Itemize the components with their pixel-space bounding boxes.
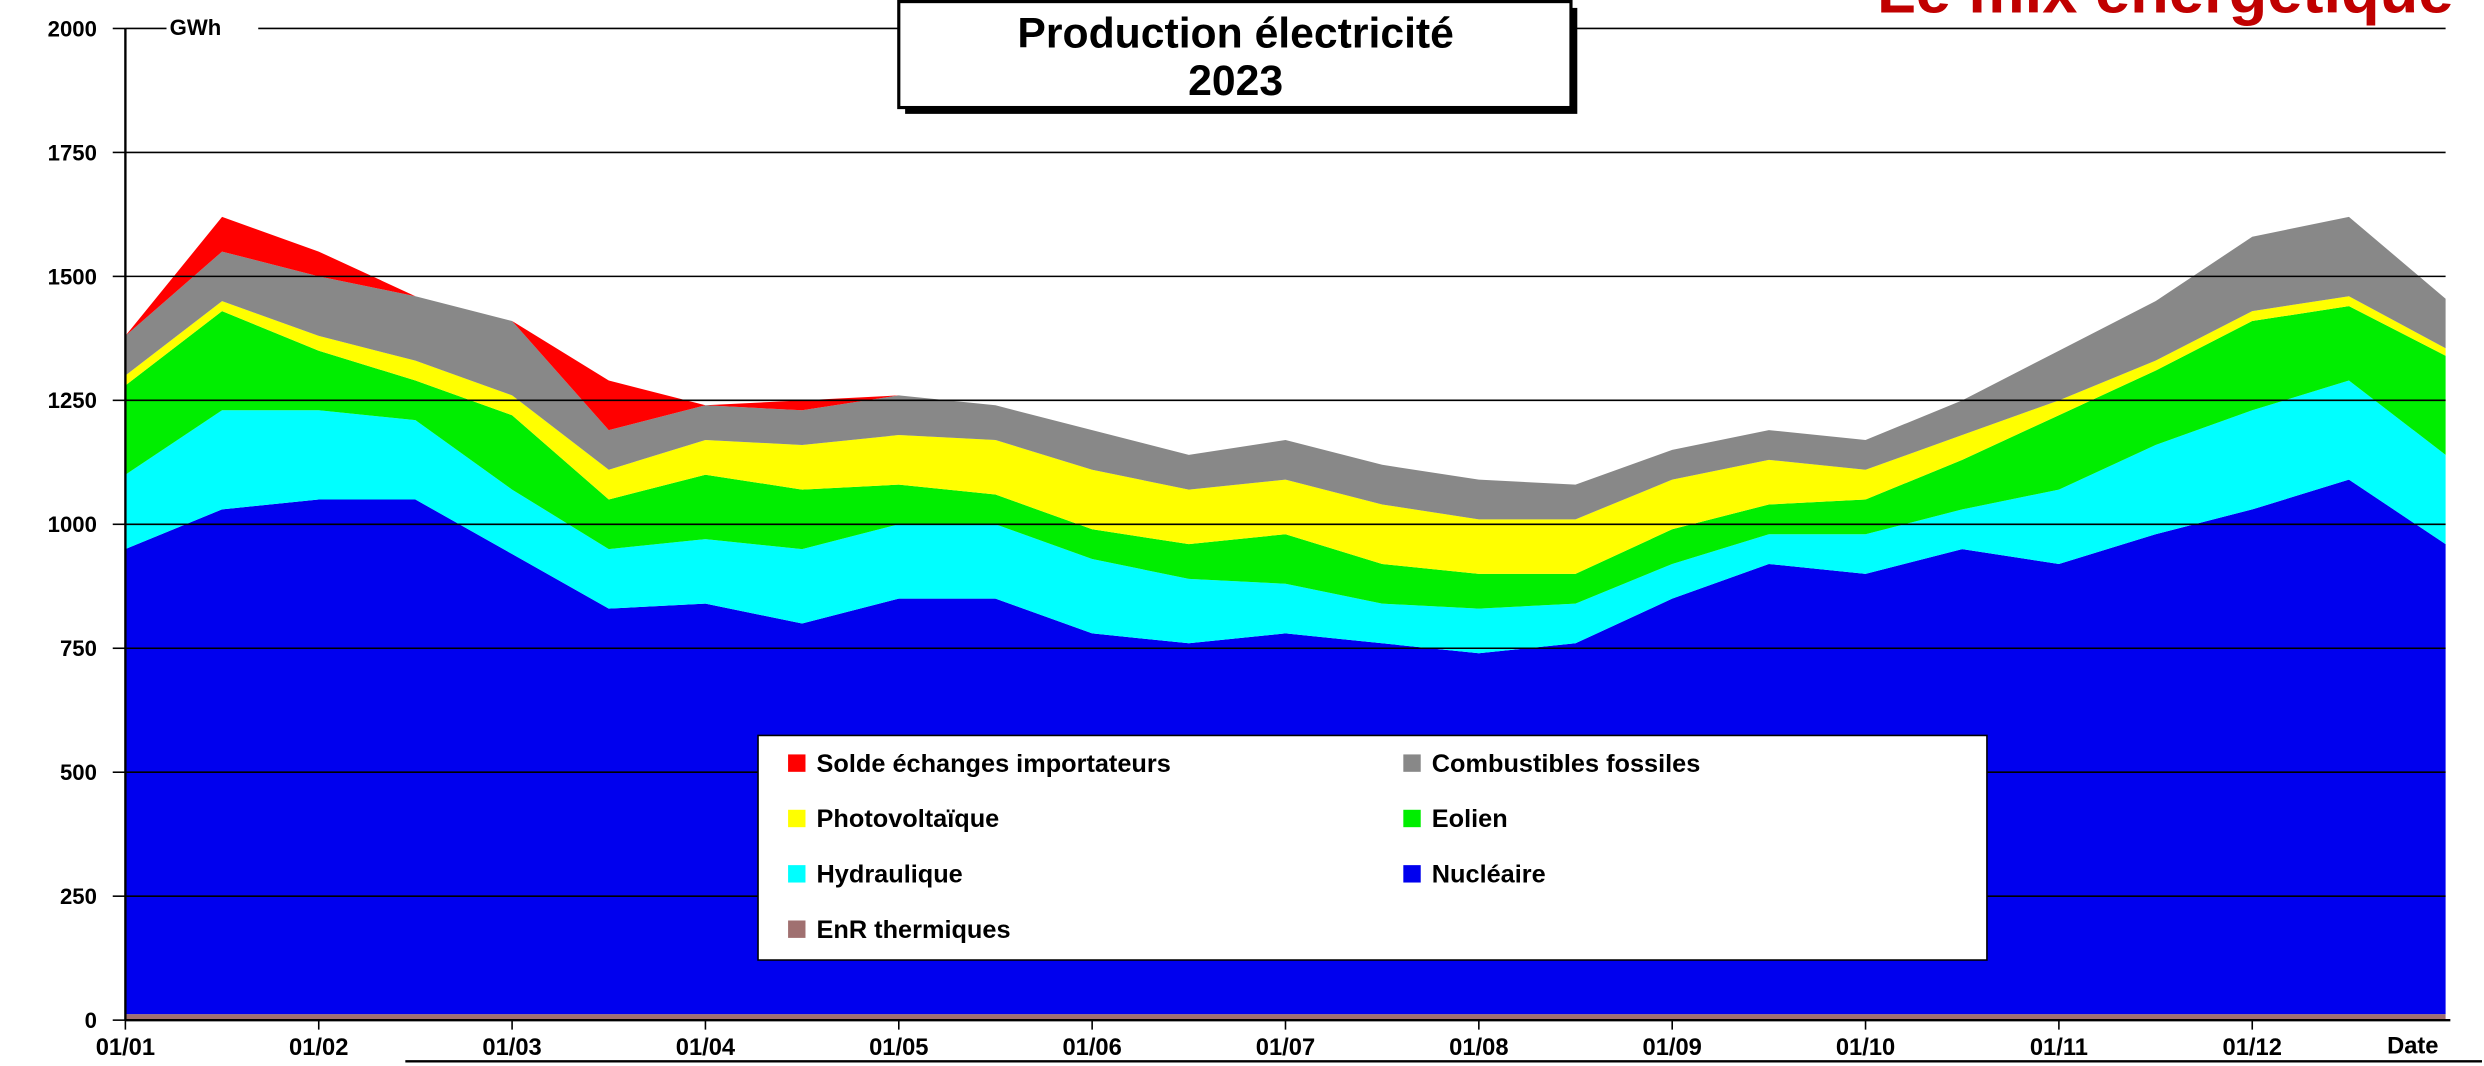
legend-label: Hydraulique	[817, 861, 963, 889]
x-tick-label: 01/02	[289, 1035, 348, 1061]
area	[125, 1014, 2446, 1021]
y-tick-label: 1500	[48, 264, 97, 289]
x-tick-label: 01/06	[1062, 1035, 1121, 1061]
y-label: GWh	[170, 15, 222, 40]
legend-label: Eolien	[1432, 805, 1508, 833]
x-tick-label: 01/09	[1643, 1035, 1702, 1061]
legend	[757, 734, 1988, 961]
x-label: Date	[2387, 1033, 2438, 1059]
x-tick-label: 01/04	[676, 1035, 736, 1061]
legend-label: EnR thermiques	[817, 916, 1011, 944]
y-tick-label: 750	[60, 636, 97, 661]
legend-swatch	[788, 920, 806, 938]
corner-title: Le mix énergétique	[1877, 0, 2453, 27]
area	[125, 306, 2446, 609]
legend-swatch	[1403, 754, 1421, 772]
x-tick-label: 01/12	[2223, 1035, 2282, 1061]
legend-swatch	[788, 809, 806, 828]
x-tick-label: 01/01	[96, 1035, 155, 1061]
x-tick-label: 01/08	[1449, 1035, 1508, 1061]
legend-swatch	[1403, 865, 1421, 883]
area	[125, 296, 2446, 574]
legend-label: Nucléaire	[1432, 861, 1546, 889]
x-tick-label: 01/05	[869, 1035, 928, 1061]
y-tick-label: 1000	[48, 512, 97, 537]
title: Production électricité	[1017, 9, 1453, 57]
y-tick-label: 250	[60, 884, 97, 909]
title-box	[897, 0, 1573, 110]
y-tick-label: 2000	[48, 16, 97, 41]
legend-swatch	[1403, 809, 1421, 828]
legend-swatch	[788, 865, 806, 883]
subtitle: 2023	[1188, 57, 1283, 105]
y-tick-label: 1750	[48, 140, 97, 165]
x-tick-label: 01/11	[2030, 1035, 2088, 1061]
x-tick-label: 01/03	[482, 1035, 541, 1061]
y-tick-label: 500	[60, 760, 97, 785]
area	[125, 216, 2446, 520]
y-tick-label: 1250	[48, 388, 97, 413]
legend-swatch	[788, 754, 806, 772]
y-tick-label: 0	[85, 1008, 97, 1033]
legend-label: Combustibles fossiles	[1432, 750, 1701, 778]
x-tick-label: 01/07	[1256, 1035, 1315, 1061]
area	[125, 380, 2446, 654]
y-label-bg	[166, 15, 259, 42]
legend-label: Solde échanges importateurs	[817, 750, 1171, 778]
legend-label: Photovoltaïque	[817, 805, 1000, 833]
x-tick-label: 01/10	[1836, 1035, 1895, 1061]
